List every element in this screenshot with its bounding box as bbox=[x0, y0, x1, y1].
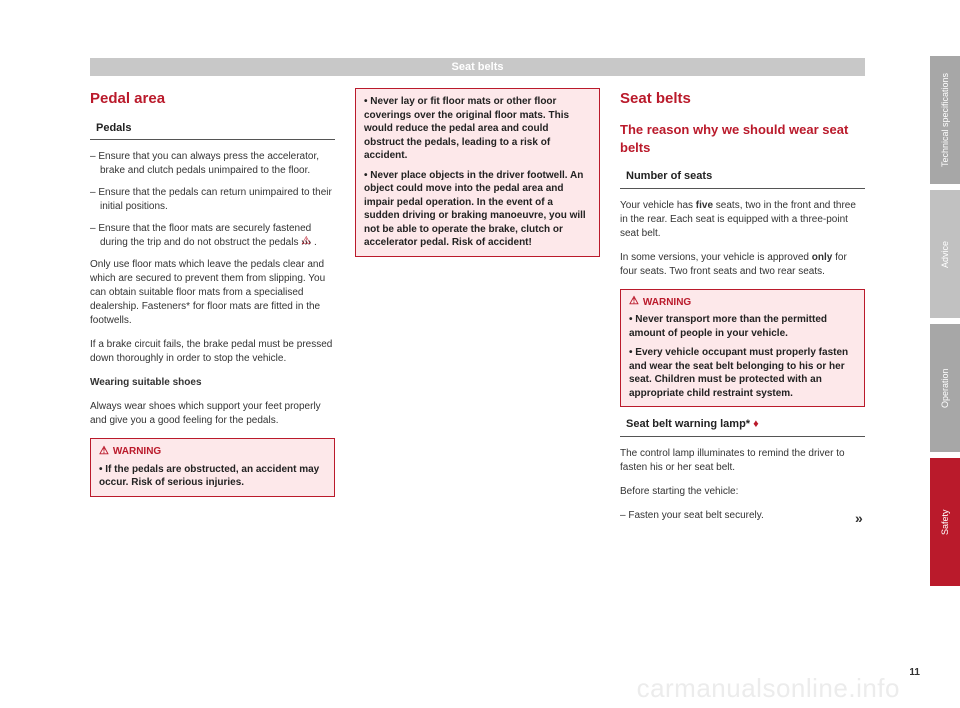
subheading-seat-belt-lamp: Seat belt warning lamp* ♦ bbox=[620, 417, 865, 436]
page-header: Seat belts bbox=[90, 58, 865, 76]
paragraph: Only use floor mats which leave the peda… bbox=[90, 258, 335, 328]
paragraph: Always wear shoes which support your fee… bbox=[90, 400, 335, 428]
paragraph: Before starting the vehicle: bbox=[620, 485, 865, 499]
warning-box: ⚠ WARNING • If the pedals are obstructed… bbox=[90, 438, 335, 497]
list-item: – Ensure that the floor mats are securel… bbox=[90, 222, 335, 250]
section-heading-seat-belts: Seat belts bbox=[620, 88, 865, 109]
text: Your vehicle has bbox=[620, 200, 696, 211]
bold-text: only bbox=[812, 252, 833, 263]
paragraph: Your vehicle has five seats, two in the … bbox=[620, 199, 865, 241]
warning-text: • Never place objects in the driver foot… bbox=[364, 169, 591, 250]
watermark: carmanualsonline.info bbox=[637, 673, 900, 704]
warning-label: WARNING bbox=[643, 296, 691, 310]
warning-triangle-icon: ⚠ bbox=[99, 446, 109, 457]
tab-safety[interactable]: Safety bbox=[930, 458, 960, 586]
tab-technical-specifications[interactable]: Technical specifications bbox=[930, 56, 960, 184]
warning-box: ⚠ WARNING • Never transport more than th… bbox=[620, 289, 865, 408]
list-item: – Ensure that you can always press the a… bbox=[90, 150, 335, 178]
subheading-number-of-seats: Number of seats bbox=[620, 169, 865, 188]
paragraph: If a brake circuit fails, the brake peda… bbox=[90, 338, 335, 366]
column-2: • Never lay or fit floor mats or other f… bbox=[355, 88, 600, 528]
text: – Ensure that the floor mats are securel… bbox=[90, 223, 311, 248]
tab-advice[interactable]: Advice bbox=[930, 190, 960, 318]
text: . bbox=[311, 237, 317, 248]
column-3: Seat belts The reason why we should wear… bbox=[620, 88, 865, 528]
list-item: – Fasten your seat belt securely. » bbox=[620, 509, 865, 523]
warning-label: WARNING bbox=[113, 445, 161, 459]
column-1: Pedal area Pedals – Ensure that you can … bbox=[90, 88, 335, 528]
warning-triangle-icon: ⚠ bbox=[629, 296, 639, 307]
paragraph: In some versions, your vehicle is approv… bbox=[620, 251, 865, 279]
warning-text: • Never transport more than the permitte… bbox=[629, 313, 856, 340]
text: – Fasten your seat belt securely. bbox=[620, 510, 764, 521]
subheading-pedals: Pedals bbox=[90, 121, 335, 140]
bold-text: five bbox=[696, 200, 713, 211]
side-tabs: Technical specifications Advice Operatio… bbox=[930, 56, 960, 586]
section-heading-pedal-area: Pedal area bbox=[90, 88, 335, 109]
tab-operation[interactable]: Operation bbox=[930, 324, 960, 452]
paragraph: The control lamp illuminates to remind t… bbox=[620, 447, 865, 475]
warning-box: • Never lay or fit floor mats or other f… bbox=[355, 88, 600, 257]
bold-heading: Wearing suitable shoes bbox=[90, 376, 335, 390]
warning-title: ⚠ WARNING bbox=[629, 296, 856, 310]
warning-text: • Every vehicle occupant must properly f… bbox=[629, 346, 856, 400]
subheading-text: Seat belt warning lamp* bbox=[626, 418, 753, 430]
warning-title: ⚠ WARNING bbox=[99, 445, 326, 459]
subsection-heading: The reason why we should wear seat belts bbox=[620, 121, 865, 157]
seatbelt-icon: ♦ bbox=[753, 417, 759, 432]
page-number: 11 bbox=[909, 667, 920, 678]
text: In some versions, your vehicle is approv… bbox=[620, 252, 812, 263]
list-item: – Ensure that the pedals can return unim… bbox=[90, 186, 335, 214]
warning-text: • If the pedals are obstructed, an accid… bbox=[99, 463, 326, 490]
warning-text: • Never lay or fit floor mats or other f… bbox=[364, 95, 591, 163]
